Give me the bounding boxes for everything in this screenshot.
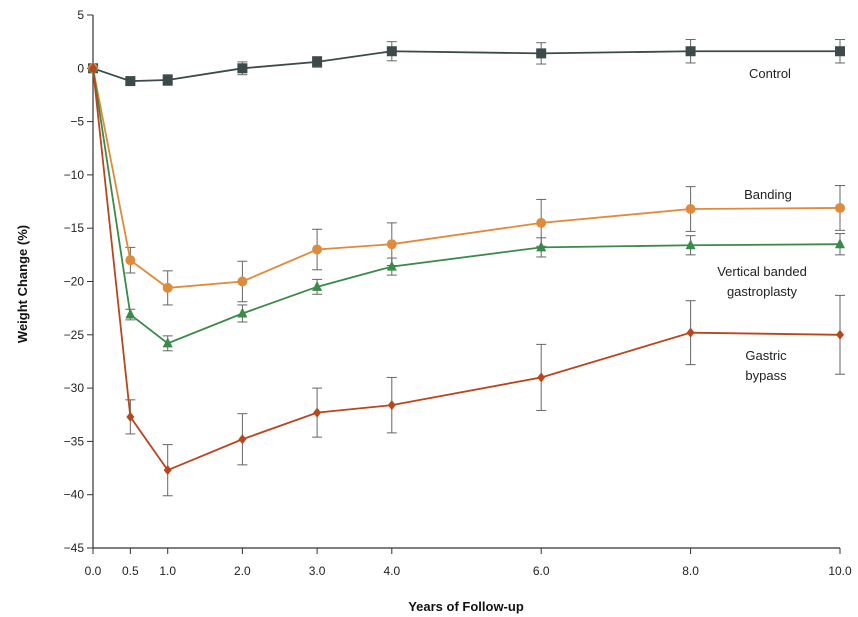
series-control: Control bbox=[88, 39, 845, 87]
data-point bbox=[686, 327, 695, 338]
data-point bbox=[312, 280, 323, 291]
data-point bbox=[312, 244, 323, 255]
series-label-line: Banding bbox=[744, 187, 792, 202]
data-point bbox=[386, 46, 397, 57]
series-label-line: Vertical banded bbox=[717, 264, 807, 279]
data-point bbox=[162, 75, 173, 86]
series-line bbox=[92, 68, 841, 289]
data-point bbox=[237, 63, 248, 74]
series-label: Vertical banded gastroplasty bbox=[717, 264, 807, 299]
data-point bbox=[685, 204, 696, 215]
x-tick-label: 8.0 bbox=[682, 564, 699, 578]
series-label-line: Gastric bbox=[745, 348, 787, 363]
data-point bbox=[313, 407, 322, 418]
data-point bbox=[312, 56, 323, 67]
series-gastric-bypass: Gastric bypass bbox=[89, 63, 845, 497]
series-vertical-banded-gastroplasty: Vertical banded gastroplasty bbox=[88, 62, 845, 352]
y-tick-label: −15 bbox=[64, 221, 85, 235]
y-tick-label: 0 bbox=[77, 61, 84, 75]
series-layer: Control Banding Vertical banded gastroplast… bbox=[88, 39, 845, 497]
data-point bbox=[835, 46, 845, 57]
y-tick-label: −35 bbox=[64, 434, 85, 448]
y-tick-label: −5 bbox=[70, 115, 84, 129]
x-tick-label: 6.0 bbox=[533, 564, 550, 578]
data-point bbox=[536, 217, 547, 228]
data-point bbox=[237, 276, 248, 287]
data-point bbox=[536, 48, 547, 59]
data-point bbox=[836, 329, 844, 340]
data-point bbox=[537, 372, 546, 383]
data-point bbox=[163, 465, 172, 476]
y-tick-label: −20 bbox=[64, 275, 85, 289]
series-label: Banding bbox=[744, 187, 792, 202]
data-point bbox=[237, 307, 248, 318]
data-point bbox=[536, 241, 547, 252]
y-tick-label: 5 bbox=[77, 8, 84, 22]
data-point bbox=[162, 282, 173, 293]
series-label-line: Control bbox=[749, 66, 791, 81]
x-tick-label: 1.0 bbox=[159, 564, 176, 578]
data-point bbox=[89, 63, 97, 74]
data-point bbox=[162, 337, 173, 348]
x-tick-label: 4.0 bbox=[383, 564, 400, 578]
series-label: Gastric bypass bbox=[745, 348, 787, 383]
series-label: Control bbox=[749, 66, 791, 81]
x-tick-label: 0.5 bbox=[122, 564, 139, 578]
series-label-line: bypass bbox=[745, 368, 787, 383]
y-tick-label: −30 bbox=[64, 381, 85, 395]
x-tick-label: 0.0 bbox=[85, 564, 102, 578]
data-point bbox=[685, 46, 696, 57]
axes: 5 0 −5 −10 −15 −20 −25 −30 −35 −40 −450.0 0.5 1.0 2.0… bbox=[64, 8, 852, 578]
x-axis-title: Years of Follow-up bbox=[408, 599, 524, 614]
data-point bbox=[835, 238, 845, 249]
series-line bbox=[92, 50, 840, 82]
y-tick-label: −10 bbox=[64, 168, 85, 182]
data-point bbox=[835, 202, 845, 213]
x-tick-label: 10.0 bbox=[828, 564, 852, 578]
data-point bbox=[125, 255, 136, 266]
data-point bbox=[387, 400, 396, 411]
y-tick-label: −40 bbox=[64, 488, 85, 502]
x-tick-label: 2.0 bbox=[234, 564, 251, 578]
data-point bbox=[125, 308, 136, 319]
series-line bbox=[92, 68, 841, 345]
data-point bbox=[386, 239, 397, 250]
data-point bbox=[685, 239, 696, 250]
data-point bbox=[126, 411, 135, 422]
y-tick-label: −45 bbox=[64, 541, 85, 555]
y-axis-title: Weight Change (%) bbox=[15, 225, 30, 343]
y-tick-label: −25 bbox=[64, 328, 85, 342]
data-point bbox=[125, 76, 136, 87]
data-point bbox=[386, 260, 397, 271]
data-point bbox=[238, 434, 247, 445]
x-tick-label: 3.0 bbox=[309, 564, 326, 578]
series-label-line: gastroplasty bbox=[727, 284, 798, 299]
